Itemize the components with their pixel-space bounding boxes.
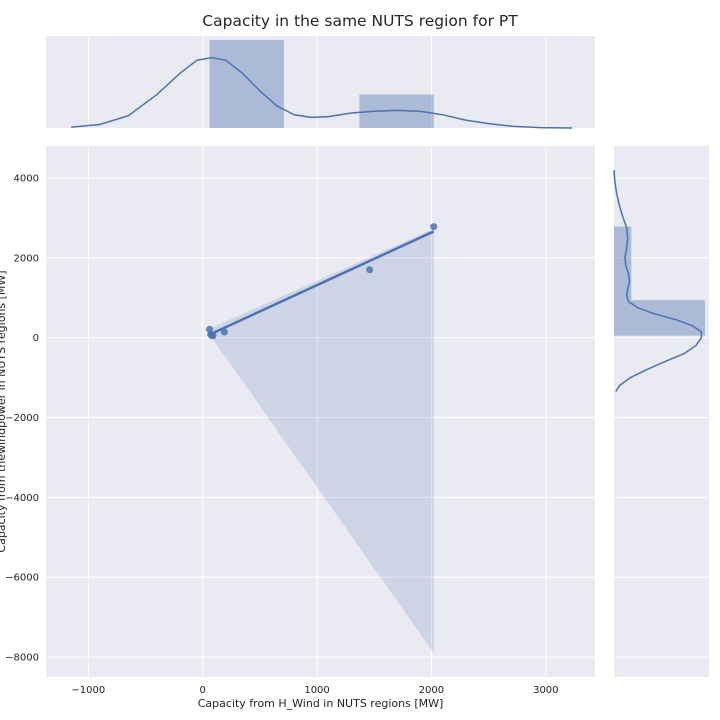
- x-tick-label: 1000: [304, 685, 329, 696]
- y-tick-label: 0: [33, 333, 39, 344]
- right-marginal-grid: [614, 177, 709, 658]
- scatter-point: [366, 266, 374, 274]
- y-tick-label: −2000: [5, 413, 39, 424]
- regression-line: [209, 230, 435, 336]
- confidence-band: [209, 228, 434, 654]
- main-plot-grid: [46, 146, 595, 677]
- y-tick-label: −6000: [5, 573, 39, 584]
- scatter-point: [430, 223, 438, 231]
- y-tick-label: 2000: [14, 253, 39, 264]
- top-marginal-kde-line: [71, 56, 573, 129]
- chart-title: Capacity in the same NUTS region for PT: [202, 12, 518, 30]
- y-axis-label: Capacity from thewindpower in NUTS regio…: [0, 270, 8, 552]
- x-axis-ticks: −1000 0 1000 2000 3000: [71, 685, 558, 696]
- scatter-points: [206, 223, 438, 340]
- main-plot-background: [46, 146, 595, 677]
- y-tick-label: −8000: [5, 653, 39, 664]
- x-tick-label: 3000: [533, 685, 558, 696]
- y-tick-label: 4000: [14, 173, 39, 184]
- top-marginal-background: [46, 36, 595, 128]
- x-tick-label: 2000: [419, 685, 444, 696]
- right-histogram-bar: [614, 300, 705, 336]
- x-axis-label: Capacity from H_Wind in NUTS regions [MW…: [198, 697, 444, 710]
- y-axis-ticks: −8000 −6000 −4000 −2000 0 2000 4000: [5, 173, 39, 663]
- x-tick-label: −1000: [71, 685, 105, 696]
- right-marginal-background: [614, 146, 709, 677]
- scatter-point: [209, 332, 217, 340]
- right-histogram-bar: [614, 226, 632, 301]
- x-tick-label: 0: [200, 685, 206, 696]
- y-tick-label: −4000: [5, 493, 39, 504]
- scatter-point: [220, 328, 228, 336]
- right-marginal-kde-line: [613, 169, 703, 392]
- top-histogram-bar: [209, 40, 284, 128]
